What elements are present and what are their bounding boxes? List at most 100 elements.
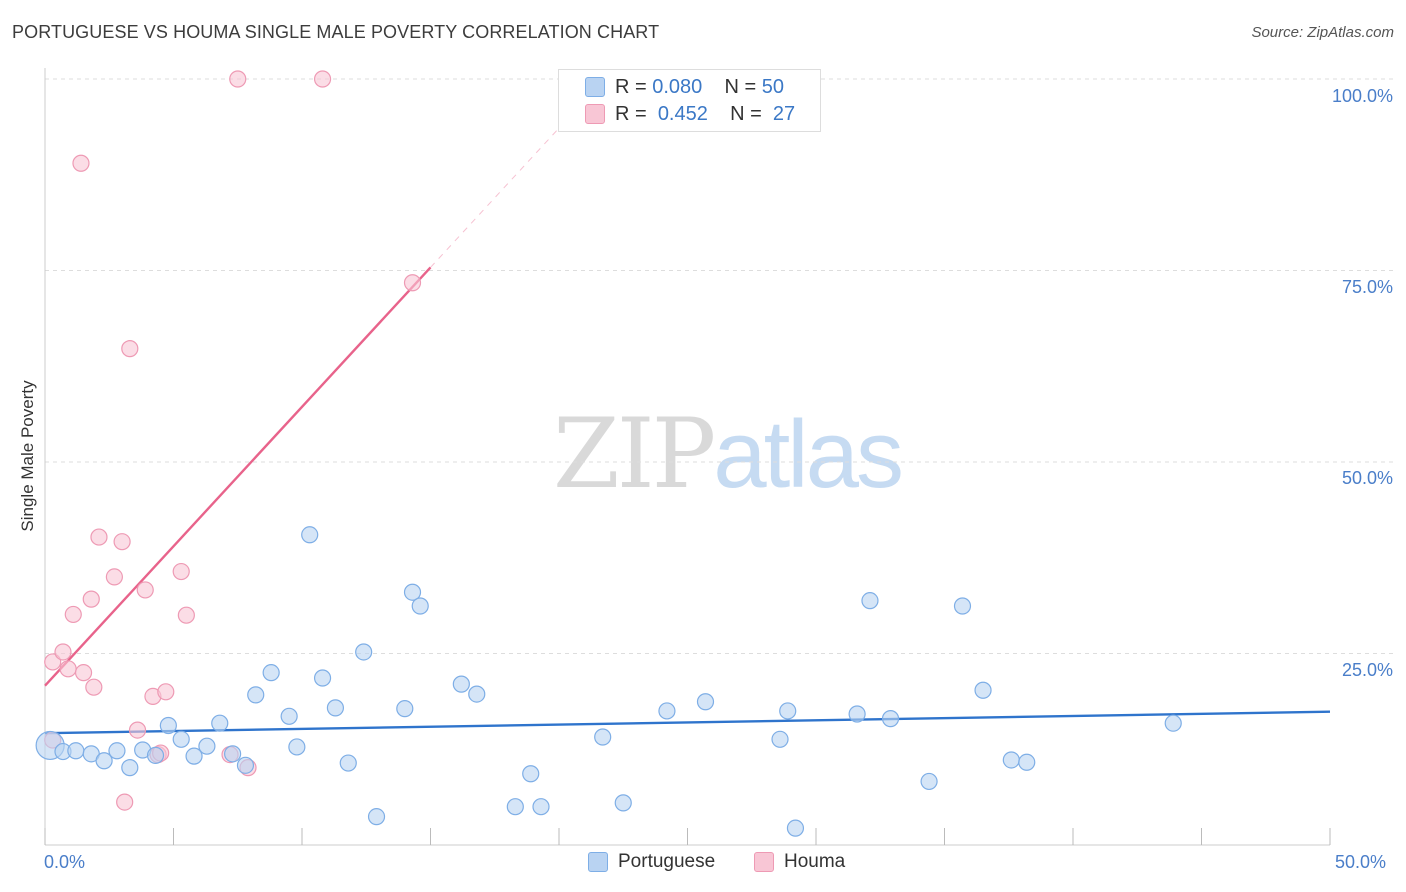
portuguese-point-16	[247, 686, 265, 704]
houma-point-7	[82, 590, 100, 608]
houma-point-22	[229, 70, 247, 88]
portuguese-point-39	[779, 702, 797, 720]
houma-legend-label: Houma	[784, 851, 846, 872]
houma-trend-line	[44, 266, 432, 687]
portuguese-point-21	[313, 669, 332, 687]
legend-item-houma[interactable]: Houma	[754, 851, 845, 873]
portuguese-r-label: R =	[615, 75, 647, 98]
gridlines	[45, 78, 1395, 654]
houma-swatch	[585, 104, 605, 124]
houma-r-label: R =	[615, 102, 647, 125]
y-axis-label: Single Male Poverty	[18, 380, 37, 532]
portuguese-point-29	[452, 675, 470, 693]
houma-point-18	[157, 683, 175, 701]
y-tick-25: 25.0%	[1341, 660, 1393, 680]
portuguese-point-28	[411, 597, 429, 615]
portuguese-point-8	[146, 746, 165, 764]
houma-r-value: 0.452	[657, 102, 708, 125]
portuguese-point-31	[506, 798, 524, 816]
portuguese-point-45	[953, 597, 972, 615]
houma-point-9	[90, 528, 108, 546]
portuguese-point-43	[881, 710, 900, 728]
portuguese-point-4	[95, 752, 113, 770]
houma-n-label: N =	[730, 102, 762, 125]
y-tick-50: 50.0%	[1341, 468, 1393, 488]
portuguese-point-40	[786, 819, 805, 837]
portuguese-point-49	[1164, 714, 1182, 732]
portuguese-point-33	[532, 798, 550, 816]
portuguese-point-30	[468, 685, 486, 703]
portuguese-point-2	[67, 742, 85, 760]
houma-point-10	[105, 568, 123, 586]
portuguese-n-value: 50	[761, 75, 785, 98]
watermark: ZIPatlas	[553, 398, 904, 510]
houma-point-12	[116, 793, 134, 811]
portuguese-point-38	[771, 730, 789, 748]
y-tick-100: 100.0%	[1331, 86, 1393, 106]
chart-title: PORTUGUESE VS HOUMA SINGLE MALE POVERTY …	[12, 22, 660, 42]
portuguese-point-5	[108, 742, 126, 760]
portuguese-point-42	[861, 592, 879, 610]
houma-point-3	[59, 660, 77, 678]
correlation-legend: R = 0.080 N = 50 R = 0.452 N = 27	[558, 69, 821, 132]
houma-point-11	[113, 533, 131, 551]
houma-point-19	[172, 562, 190, 581]
portuguese-point-48	[1018, 753, 1036, 771]
houma-point-25	[403, 274, 422, 292]
houma-legend-swatch	[754, 852, 774, 872]
x-tick-min: 0.0%	[44, 852, 86, 872]
axes	[44, 68, 1331, 846]
portuguese-point-25	[367, 808, 386, 826]
portuguese-legend-label: Portuguese	[618, 851, 716, 872]
houma-point-4	[64, 605, 82, 624]
x-tick-max: 50.0%	[1335, 852, 1387, 872]
houma-point-6	[74, 664, 93, 682]
portuguese-point-32	[522, 765, 540, 783]
houma-n-value: 27	[772, 102, 796, 125]
portuguese-point-34	[594, 728, 612, 746]
portuguese-point-24	[355, 643, 373, 661]
portuguese-point-15	[236, 756, 255, 774]
houma-point-24	[313, 70, 332, 88]
source-label: Source: ZipAtlas.com	[1251, 24, 1394, 41]
houma-point-5	[72, 154, 90, 172]
houma-point-13	[121, 340, 139, 358]
watermark-zip: ZIP	[553, 398, 716, 510]
portuguese-point-23	[339, 754, 357, 772]
portuguese-point-17	[262, 664, 280, 682]
portuguese-point-9	[159, 716, 177, 735]
portuguese-swatch	[585, 77, 605, 97]
houma-trend-extension	[430, 105, 580, 268]
portuguese-point-6	[121, 759, 139, 777]
portuguese-point-44	[920, 772, 938, 791]
portuguese-point-20	[301, 526, 319, 544]
portuguese-legend-swatch	[588, 852, 608, 872]
portuguese-point-13	[211, 714, 229, 732]
portuguese-point-19	[288, 738, 306, 756]
y-tick-75: 75.0%	[1341, 277, 1393, 297]
portuguese-point-47	[1002, 751, 1020, 769]
houma-point-14	[128, 721, 147, 739]
watermark-atlas: atlas	[713, 401, 904, 508]
portuguese-point-41	[848, 705, 866, 723]
portuguese-point-18	[280, 707, 298, 725]
portuguese-point-35	[614, 794, 632, 812]
portuguese-point-10	[172, 730, 190, 748]
portuguese-r-value: 0.080	[652, 75, 703, 98]
portuguese-trend-line	[44, 710, 1331, 735]
houma-point-20	[177, 606, 195, 624]
portuguese-point-12	[198, 737, 216, 755]
portuguese-point-46	[974, 681, 992, 699]
houma-point-1	[44, 653, 62, 671]
trend-lines	[44, 105, 1331, 735]
legend-item-portuguese[interactable]: Portuguese	[588, 851, 715, 873]
portuguese-n-label: N =	[724, 75, 757, 98]
portuguese-point-36	[658, 702, 676, 720]
portuguese-point-26	[396, 700, 414, 718]
portuguese-point-14	[224, 745, 242, 763]
portuguese-point-37	[696, 693, 715, 711]
houma-point-2	[54, 643, 72, 661]
portuguese-point-27	[403, 583, 422, 601]
portuguese-point-22	[326, 699, 345, 717]
